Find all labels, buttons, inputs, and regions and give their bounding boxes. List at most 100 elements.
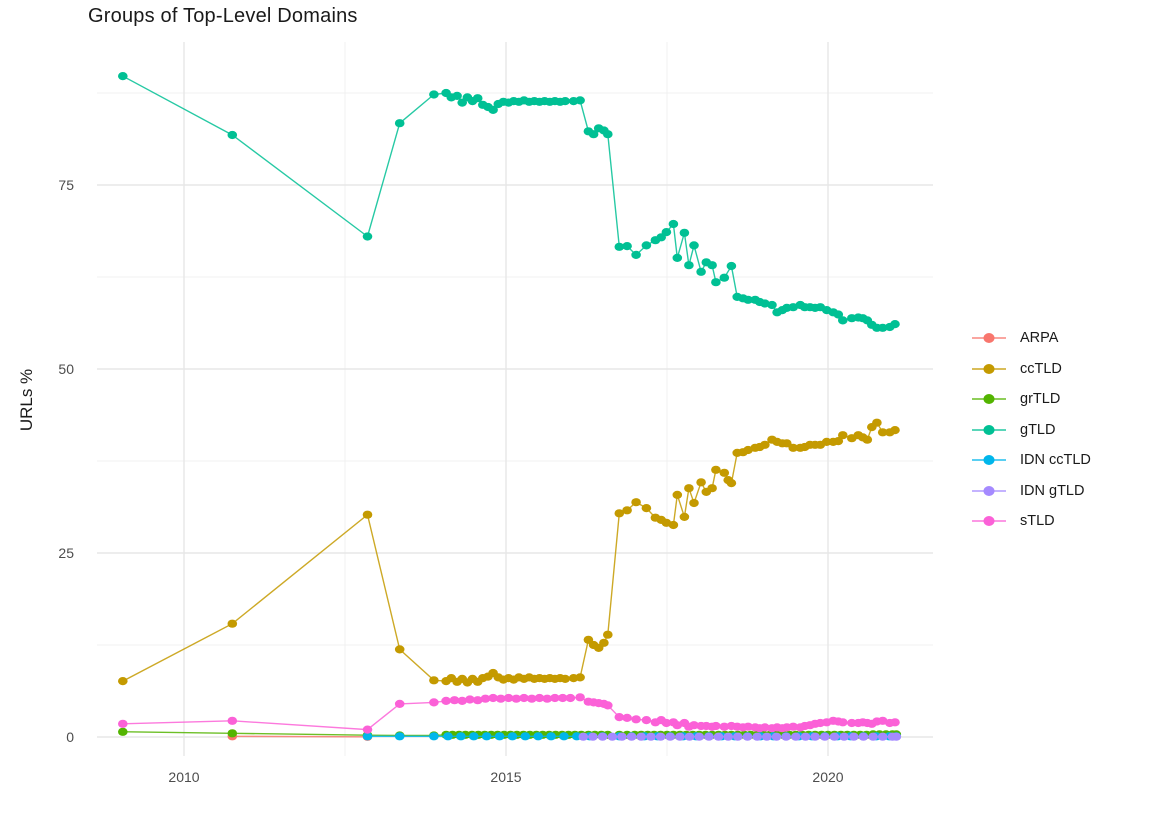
data-point-cctld xyxy=(877,428,888,437)
data-point-gtld xyxy=(614,242,625,251)
data-point-gtld xyxy=(603,130,613,139)
legend-key-dot xyxy=(983,424,995,435)
data-point-idn-cctld xyxy=(520,732,531,741)
data-point-idn-cctld xyxy=(559,732,569,741)
data-point-gtld xyxy=(711,278,721,287)
data-point-cctld xyxy=(672,490,683,499)
data-point-stld xyxy=(362,725,373,734)
data-point-cctld xyxy=(362,510,373,519)
data-point-idn-gtld xyxy=(820,732,830,741)
data-point-cctld xyxy=(599,638,609,647)
data-point-stld xyxy=(711,721,721,731)
data-point-idn-gtld xyxy=(588,732,598,741)
data-point-stld xyxy=(614,713,625,722)
data-point-idn-gtld xyxy=(646,732,656,741)
legend-key-dot xyxy=(983,455,995,466)
legend-key-icon xyxy=(972,484,1006,498)
legend-key-dot xyxy=(983,516,995,527)
data-point-cctld xyxy=(560,674,570,684)
data-point-stld xyxy=(661,718,672,728)
data-point-idn-gtld xyxy=(752,732,762,741)
data-point-gtld xyxy=(488,105,498,114)
legend-key-icon xyxy=(972,392,1006,406)
data-point-stld xyxy=(488,693,498,703)
data-point-idn-cctld xyxy=(481,732,492,741)
data-point-idn-cctld xyxy=(546,732,556,741)
data-point-idn-cctld xyxy=(507,732,518,741)
data-point-gtld xyxy=(684,261,694,270)
legend-item-cctld: ccTLD xyxy=(972,354,1091,385)
data-point-idn-cctld xyxy=(456,732,466,741)
data-point-cctld xyxy=(689,498,699,508)
data-point-stld xyxy=(760,723,770,732)
data-point-stld xyxy=(565,693,576,703)
x-tick-label: 2010 xyxy=(168,769,199,785)
data-point-cctld xyxy=(631,498,641,507)
data-point-gtld xyxy=(472,94,483,103)
y-tick-label: 0 xyxy=(66,729,74,745)
legend-key-icon xyxy=(972,331,1006,345)
data-point-stld xyxy=(511,694,522,703)
legend-item-gtld: gTLD xyxy=(972,415,1091,446)
data-point-gtld xyxy=(429,90,439,99)
data-point-stld xyxy=(575,693,585,702)
legend-key-dot xyxy=(983,485,995,496)
data-point-idn-gtld xyxy=(800,732,811,741)
data-point-idn-gtld xyxy=(762,732,772,741)
data-point-gtld xyxy=(767,300,777,310)
data-point-idn-gtld xyxy=(829,732,840,741)
data-point-gtld xyxy=(362,232,373,241)
y-tick-label: 50 xyxy=(58,361,74,377)
data-point-idn-gtld xyxy=(791,732,801,741)
data-point-idn-gtld xyxy=(675,732,685,741)
legend-label: gTLD xyxy=(1020,421,1056,438)
legend-label: grTLD xyxy=(1020,391,1061,408)
data-point-grtld xyxy=(227,729,238,738)
data-point-stld xyxy=(472,696,483,705)
data-point-stld xyxy=(394,699,405,709)
legend-label: ARPA xyxy=(1020,330,1059,347)
data-point-cctld xyxy=(118,677,128,686)
data-point-gtld xyxy=(118,72,128,81)
legend-key-icon xyxy=(972,514,1006,528)
data-point-stld xyxy=(542,694,552,703)
y-tick-label: 25 xyxy=(58,545,74,561)
data-point-gtld xyxy=(575,96,585,105)
data-point-idn-gtld xyxy=(694,732,704,741)
data-point-stld xyxy=(788,722,798,731)
data-point-idn-gtld xyxy=(839,732,849,741)
data-point-idn-gtld xyxy=(597,732,608,741)
data-point-gtld xyxy=(707,261,717,270)
data-point-idn-gtld xyxy=(636,732,646,741)
series-line-gtld xyxy=(122,75,896,329)
data-point-idn-gtld xyxy=(733,732,743,741)
y-axis-title: URLs % xyxy=(17,368,36,432)
data-point-gtld xyxy=(743,295,753,304)
y-tick-label: 75 xyxy=(58,177,74,193)
chart-title: Groups of Top-Level Domains xyxy=(88,5,358,27)
legend-key-dot xyxy=(983,333,995,344)
data-point-cctld xyxy=(872,418,882,427)
data-point-stld xyxy=(527,694,537,703)
data-point-gtld xyxy=(726,261,737,271)
data-point-cctld xyxy=(696,478,706,487)
data-point-stld xyxy=(449,696,460,705)
legend: ARPA ccTLD grTLD gTLD IDN ccTLD IDN gTLD sTLD xyxy=(972,323,1091,537)
legend-label: IDN gTLD xyxy=(1020,482,1085,499)
data-point-cctld xyxy=(890,426,900,435)
data-point-cctld xyxy=(833,437,844,446)
data-point-gtld xyxy=(689,241,699,250)
data-point-gtld xyxy=(719,273,730,282)
data-point-gtld xyxy=(661,228,672,237)
data-point-cctld xyxy=(668,520,679,530)
data-point-stld xyxy=(519,693,529,703)
data-point-idn-gtld xyxy=(655,732,666,741)
data-point-idn-gtld xyxy=(713,732,724,741)
data-point-stld xyxy=(496,694,506,703)
data-point-idn-gtld xyxy=(742,732,753,741)
legend-item-stld: sTLD xyxy=(972,506,1091,537)
data-point-idn-cctld xyxy=(494,732,505,741)
data-point-idn-gtld xyxy=(781,732,791,741)
